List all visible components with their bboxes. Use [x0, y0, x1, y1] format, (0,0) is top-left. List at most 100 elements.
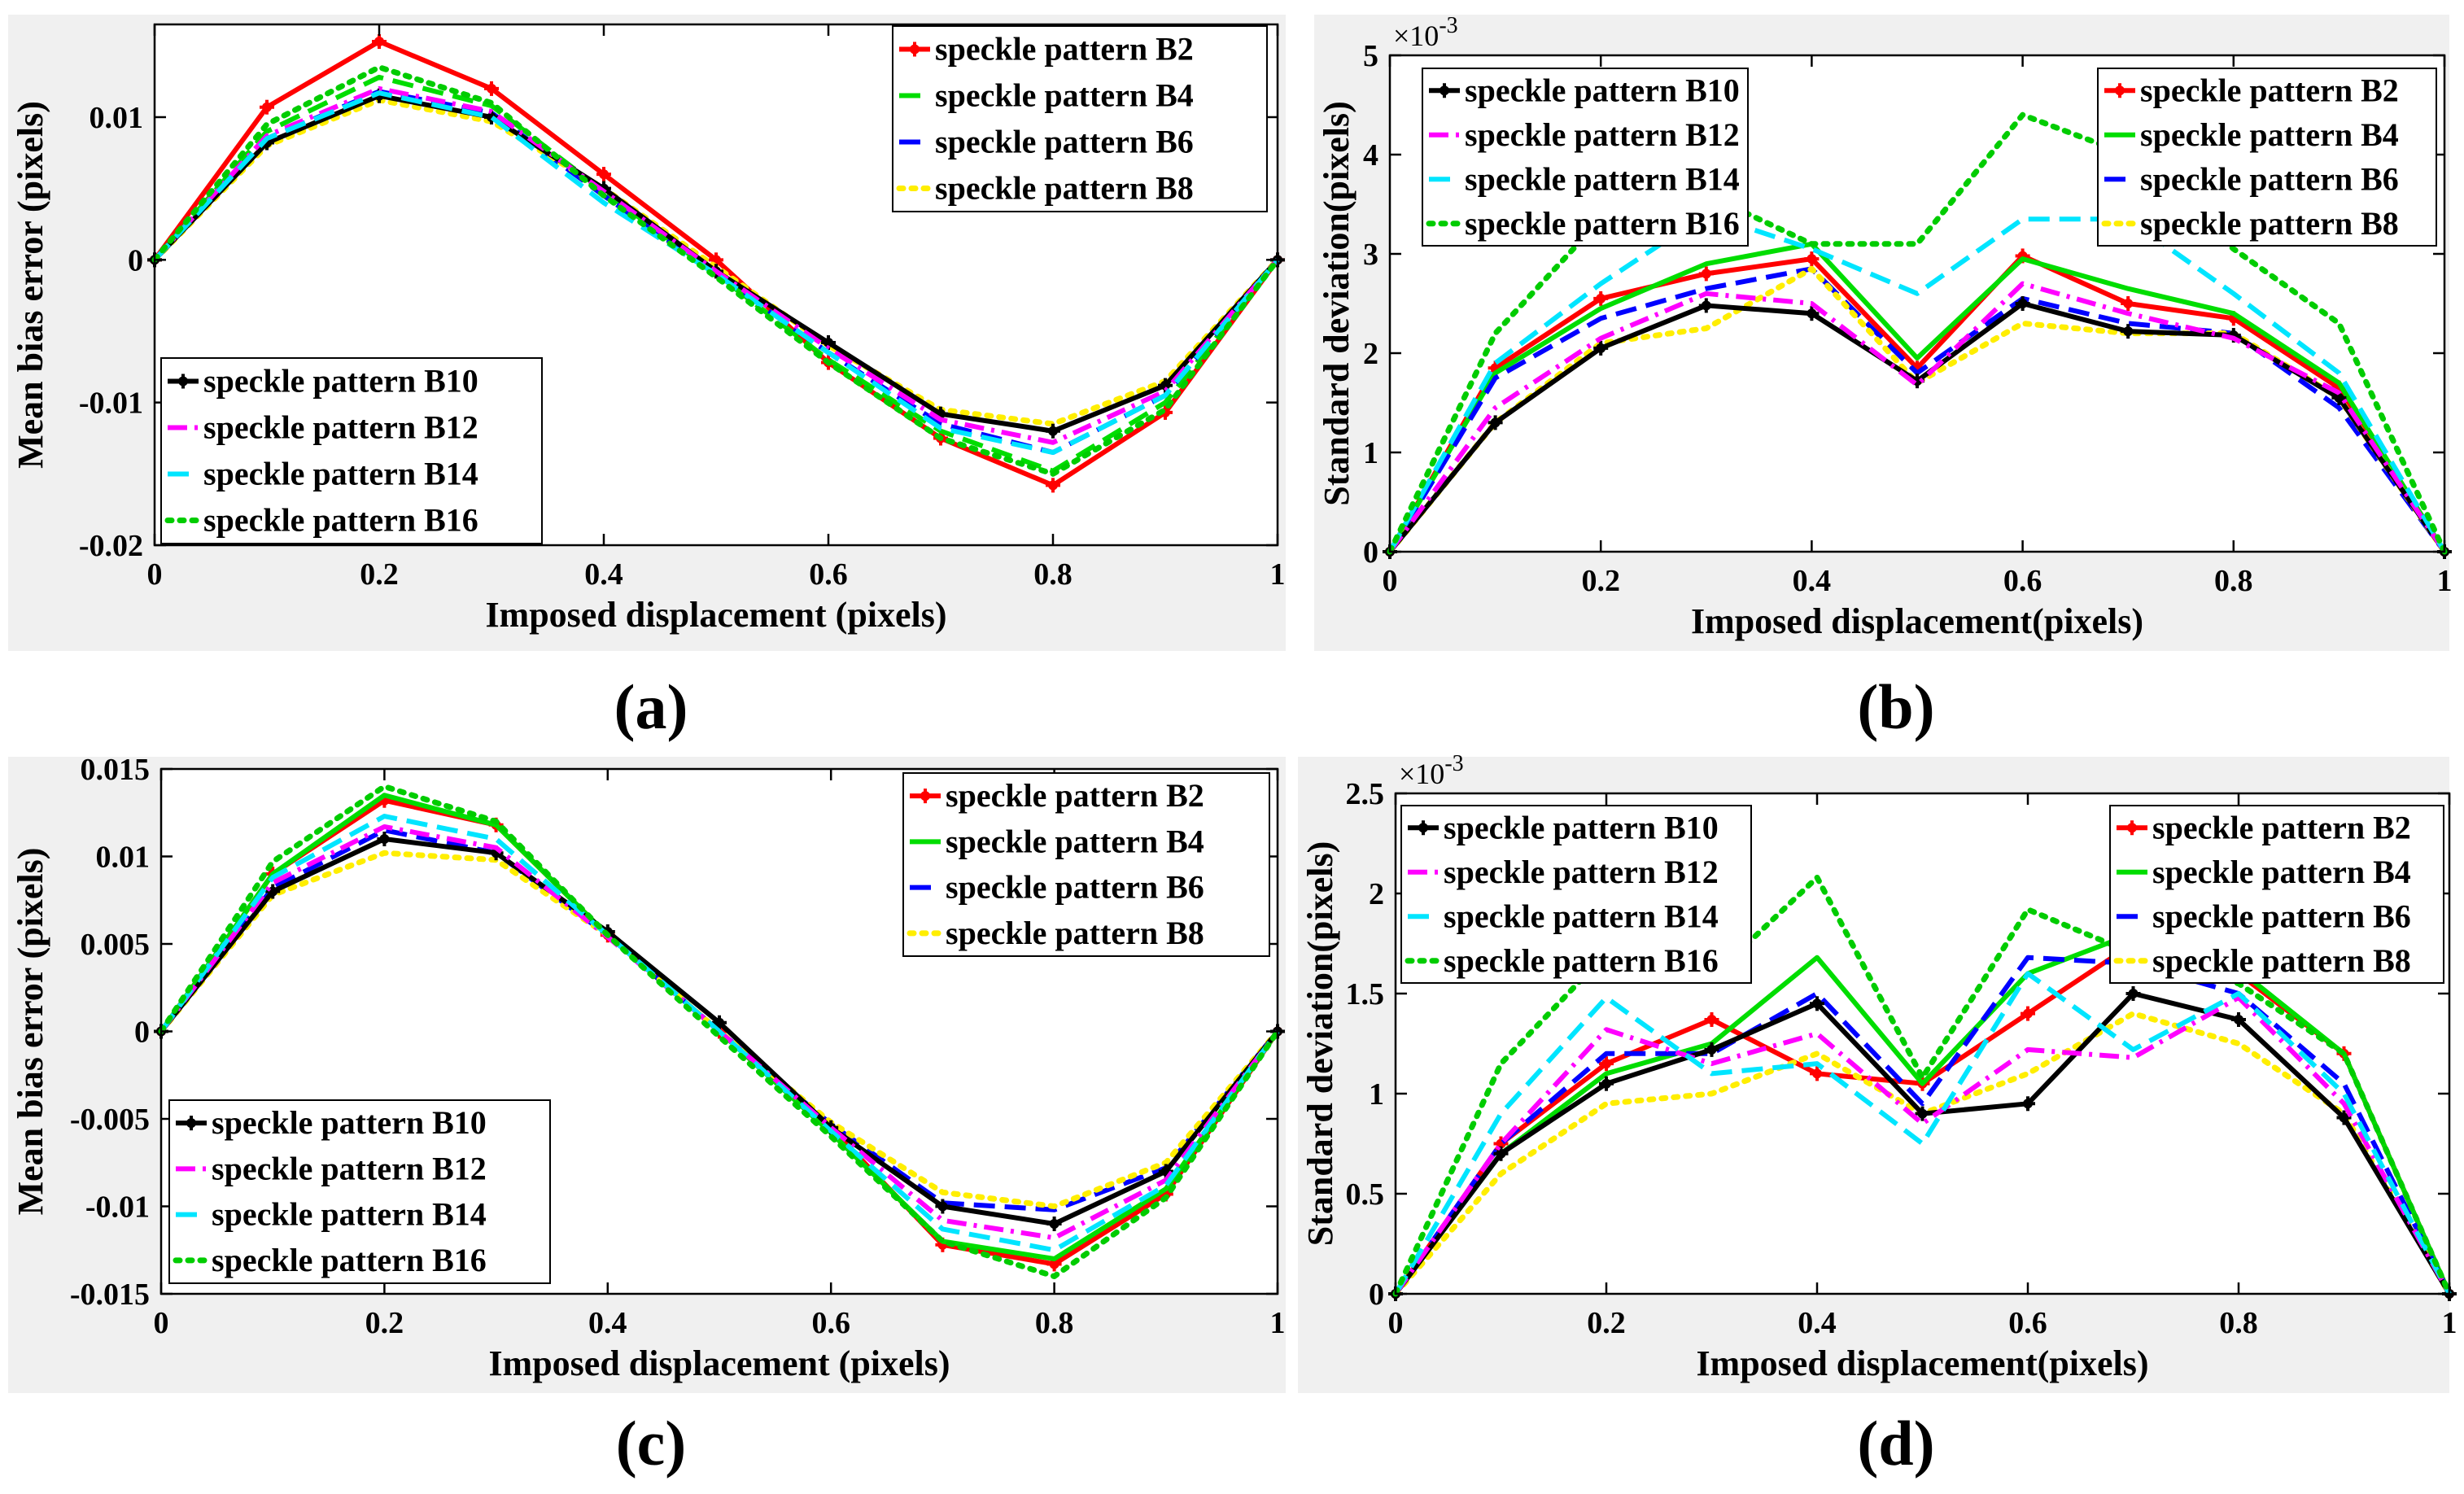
legend-label: speckle pattern B12: [203, 409, 478, 446]
axes-box: [1394, 792, 2451, 1295]
series-line-b6: [1393, 954, 2452, 1295]
legend-item-b12: speckle pattern B12: [1408, 854, 1719, 890]
legend-label: speckle pattern B6: [2152, 898, 2411, 934]
legend-item-b2: speckle pattern B2: [2104, 72, 2399, 108]
legend-label: speckle pattern B2: [2152, 809, 2411, 845]
legend-item-b8: speckle pattern B8: [2101, 205, 2399, 242]
y-tick-label: 4: [1363, 138, 1378, 173]
legend-label: speckle pattern B16: [212, 1242, 487, 1278]
legend-item-b14: speckle pattern B14: [1429, 160, 1740, 197]
y-tick-label: 5: [1363, 39, 1378, 73]
series-group: [154, 784, 1285, 1279]
x-tick-label: 0.8: [1033, 557, 1073, 592]
legend-label: speckle pattern B10: [1465, 72, 1740, 108]
legend-item-b8: speckle pattern B8: [907, 915, 1204, 951]
chart-panel-c: 0 0.2 0.4 0.6 0.8 1 -0.015 -0.01 -0.005 0 0.005 0.0…: [8, 753, 1286, 1479]
y-tick-label: 1: [1369, 1077, 1384, 1112]
exponent-base: ×10: [1399, 758, 1444, 790]
y-tick-label: -0.01: [85, 1190, 150, 1225]
series-line-b14: [159, 814, 1280, 1253]
legend-label: speckle pattern B6: [2140, 160, 2399, 197]
legend-box: [160, 357, 543, 544]
legend-item-b8: speckle pattern B8: [896, 170, 1194, 207]
series-group: [147, 34, 1285, 493]
legend-box: [902, 772, 1270, 957]
x-tick-label: 1: [2437, 564, 2453, 598]
legend-item-b16: speckle pattern B16: [1426, 205, 1740, 242]
legend-box: [892, 25, 1268, 212]
series-line-b6: [1387, 266, 2447, 553]
legend-label: speckle pattern B16: [1444, 942, 1719, 979]
y-tick-label: 0.5: [1346, 1177, 1385, 1212]
legend-label: speckle pattern B14: [1465, 160, 1740, 197]
legend-label: speckle pattern B14: [1444, 898, 1719, 934]
series-line-b14: [1387, 212, 2447, 553]
legend-item-b16: speckle pattern B16: [1405, 942, 1719, 979]
legend-label: speckle pattern B6: [946, 869, 1204, 906]
legend-item-b10: speckle pattern B10: [1429, 72, 1740, 108]
legend-item-b14: speckle pattern B14: [1408, 898, 1719, 934]
legend-label: speckle pattern B16: [203, 502, 478, 539]
legend-item-b8: speckle pattern B8: [2113, 942, 2411, 979]
y-tick-label: 0.01: [96, 841, 151, 875]
legend-label: speckle pattern B12: [1465, 116, 1740, 153]
series-group: [1388, 874, 2457, 1301]
legend-box: [2109, 805, 2444, 984]
x-tick-label: 0.6: [811, 1306, 850, 1340]
axes-box: [1388, 54, 2446, 553]
series-line-b14: [1393, 971, 2452, 1295]
x-tick-label: 0: [1388, 1306, 1404, 1340]
legend-item-b6: speckle pattern B6: [2104, 160, 2399, 197]
legend-box: [2097, 68, 2437, 247]
legend-label: speckle pattern B4: [946, 823, 1204, 859]
series-group: [1383, 111, 2452, 559]
series-line-b16: [1392, 874, 2453, 1297]
legend-box: [168, 1099, 551, 1284]
x-tick-label: 0.2: [365, 1306, 404, 1340]
series-line-b6: [159, 828, 1280, 1212]
x-axis-title: Imposed displacement(pixels): [1696, 1343, 2148, 1383]
y-tick-label: 2.5: [1346, 777, 1385, 811]
legend-item-b6: speckle pattern B6: [910, 869, 1204, 906]
legend-label: speckle pattern B6: [935, 124, 1194, 160]
chart-panel-d: 0 0.2 0.4 0.6 0.8 1 0 0.5 1 1.5 2 2.5 ×10-3 Imposed d…: [1298, 751, 2457, 1479]
x-tick-label: 1: [1270, 1306, 1286, 1340]
y-tick-label: 0: [128, 243, 143, 277]
legend-top-right: speckle pattern B2 speckle pattern B4 spec…: [2097, 68, 2437, 247]
legend-item-b12: speckle pattern B12: [176, 1150, 487, 1186]
exponent-power: -3: [1439, 13, 1457, 38]
x-tick-label: 0.8: [1035, 1306, 1074, 1340]
legend-box: [1400, 805, 1752, 984]
axes-box: [153, 23, 1279, 547]
legend-item-b10: speckle pattern B10: [168, 363, 478, 400]
y-tick-label: 3: [1363, 238, 1378, 272]
x-tick-label: 0.2: [1581, 564, 1620, 598]
y-tick-label: -0.02: [79, 529, 143, 563]
legend-item-b4: speckle pattern B4: [910, 823, 1204, 859]
panel-caption: (b): [1857, 671, 1934, 742]
panel-caption: (c): [616, 1408, 687, 1479]
x-axis-title: Imposed displacement (pixels): [488, 1343, 950, 1383]
panel-caption: (a): [614, 671, 688, 742]
x-tick-label: 0.4: [588, 1306, 627, 1340]
chart-panel-b: 0 0.2 0.4 0.6 0.8 1 0 1 2 3 4 5 ×10-3 Imposed displac…: [1314, 13, 2453, 742]
x-tick-label: 0.2: [360, 557, 399, 592]
y-tick-label: 0: [134, 1016, 150, 1050]
series-line-b12: [152, 85, 1280, 445]
legend-label: speckle pattern B10: [1444, 809, 1719, 845]
legend-item-b16: speckle pattern B16: [173, 1242, 487, 1278]
legend-label: speckle pattern B8: [946, 915, 1204, 951]
x-tick-label: 0.4: [584, 557, 623, 592]
x-tick-label: 0.6: [2008, 1306, 2047, 1340]
legend-label: speckle pattern B8: [935, 170, 1194, 207]
legend-top-right: speckle pattern B2 speckle pattern B4 spec…: [892, 25, 1268, 212]
series-line-b4: [1387, 241, 2447, 553]
x-tick-label: 0: [1383, 564, 1398, 598]
x-axis-title: Imposed displacement(pixels): [1691, 601, 2143, 641]
y-tick-label: 1.5: [1346, 977, 1385, 1011]
series-line-b12: [1387, 281, 2447, 553]
legend-top-left: speckle pattern B10 speckle pattern B12 sp…: [1400, 805, 1752, 984]
legend-item-b4: speckle pattern B4: [2117, 854, 2411, 890]
exponent-base: ×10: [1393, 20, 1439, 52]
legend-label: speckle pattern B4: [2152, 854, 2411, 890]
